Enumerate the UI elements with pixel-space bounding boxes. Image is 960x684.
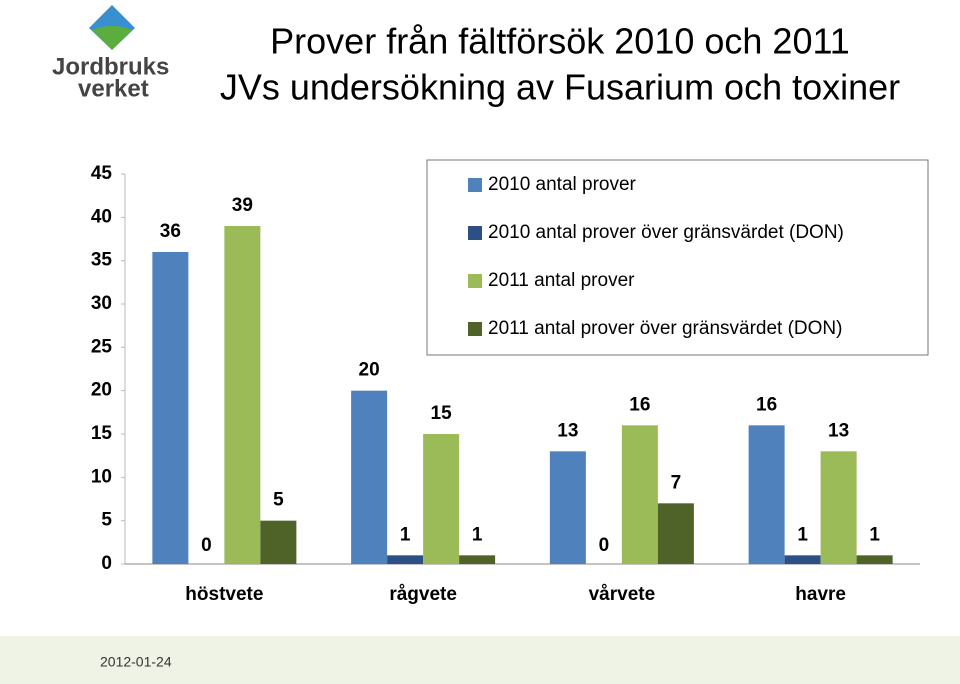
- bar: [423, 434, 460, 564]
- y-tick-label: 5: [101, 510, 112, 531]
- bar: [260, 520, 297, 564]
- value-label: 7: [671, 472, 682, 493]
- date: 2012-01-24: [100, 654, 172, 670]
- chart-title: Prover från fältförsök 2010 och 2011: [270, 21, 850, 62]
- bar: [459, 555, 496, 564]
- logo-text: Jordbruks: [52, 53, 169, 80]
- legend-swatch: [468, 322, 482, 336]
- value-label: 1: [472, 524, 483, 545]
- logo: Jordbruks verket: [52, 5, 169, 102]
- legend-label: 2010 antal prover: [488, 174, 637, 195]
- x-tick-label: höstvete: [185, 584, 263, 605]
- value-label: 0: [201, 535, 212, 556]
- y-tick-label: 25: [91, 336, 113, 357]
- y-tick-label: 45: [91, 163, 113, 184]
- bar: [820, 451, 857, 564]
- legend-swatch: [468, 274, 482, 288]
- bar: [152, 252, 189, 564]
- bar: [657, 503, 694, 564]
- legend-label: 2010 antal prover över gränsvärdet (DON): [488, 222, 844, 243]
- value-label: 13: [557, 420, 578, 441]
- bar: [351, 390, 388, 564]
- legend-swatch: [468, 178, 482, 192]
- x-tick-label: rågvete: [389, 584, 457, 605]
- chart-subtitle: JVs undersökning av Fusarium och toxiner: [220, 67, 900, 108]
- y-tick-label: 30: [91, 293, 112, 314]
- value-label: 0: [599, 535, 610, 556]
- value-label: 20: [359, 360, 380, 381]
- bar: [856, 555, 893, 564]
- logo-text: verket: [78, 75, 149, 102]
- bar: [621, 425, 658, 564]
- bar: [784, 555, 821, 564]
- y-tick-label: 40: [91, 206, 112, 227]
- legend-label: 2011 antal prover över gränsvärdet (DON): [488, 318, 842, 339]
- bar: [387, 555, 424, 564]
- bar: [748, 425, 785, 564]
- value-label: 16: [629, 394, 650, 415]
- legend-label: 2011 antal prover: [488, 270, 635, 291]
- x-tick-label: vårvete: [589, 584, 656, 605]
- value-label: 13: [828, 420, 849, 441]
- y-tick-label: 0: [101, 553, 112, 574]
- value-label: 1: [400, 524, 411, 545]
- x-tick-label: havre: [795, 584, 846, 605]
- y-tick-label: 10: [91, 466, 112, 487]
- y-tick-label: 15: [91, 423, 113, 444]
- bar: [224, 226, 261, 564]
- y-tick-label: 35: [91, 250, 113, 271]
- legend-box: [426, 159, 929, 356]
- value-label: 16: [756, 394, 777, 415]
- legend-swatch: [468, 226, 482, 240]
- value-label: 39: [232, 195, 253, 216]
- value-label: 5: [273, 490, 284, 511]
- y-tick-label: 20: [91, 380, 112, 401]
- footer-band: [0, 636, 960, 684]
- value-label: 1: [869, 524, 880, 545]
- value-label: 36: [160, 221, 181, 242]
- bar: [549, 451, 586, 564]
- value-label: 1: [797, 524, 808, 545]
- value-label: 15: [431, 403, 453, 424]
